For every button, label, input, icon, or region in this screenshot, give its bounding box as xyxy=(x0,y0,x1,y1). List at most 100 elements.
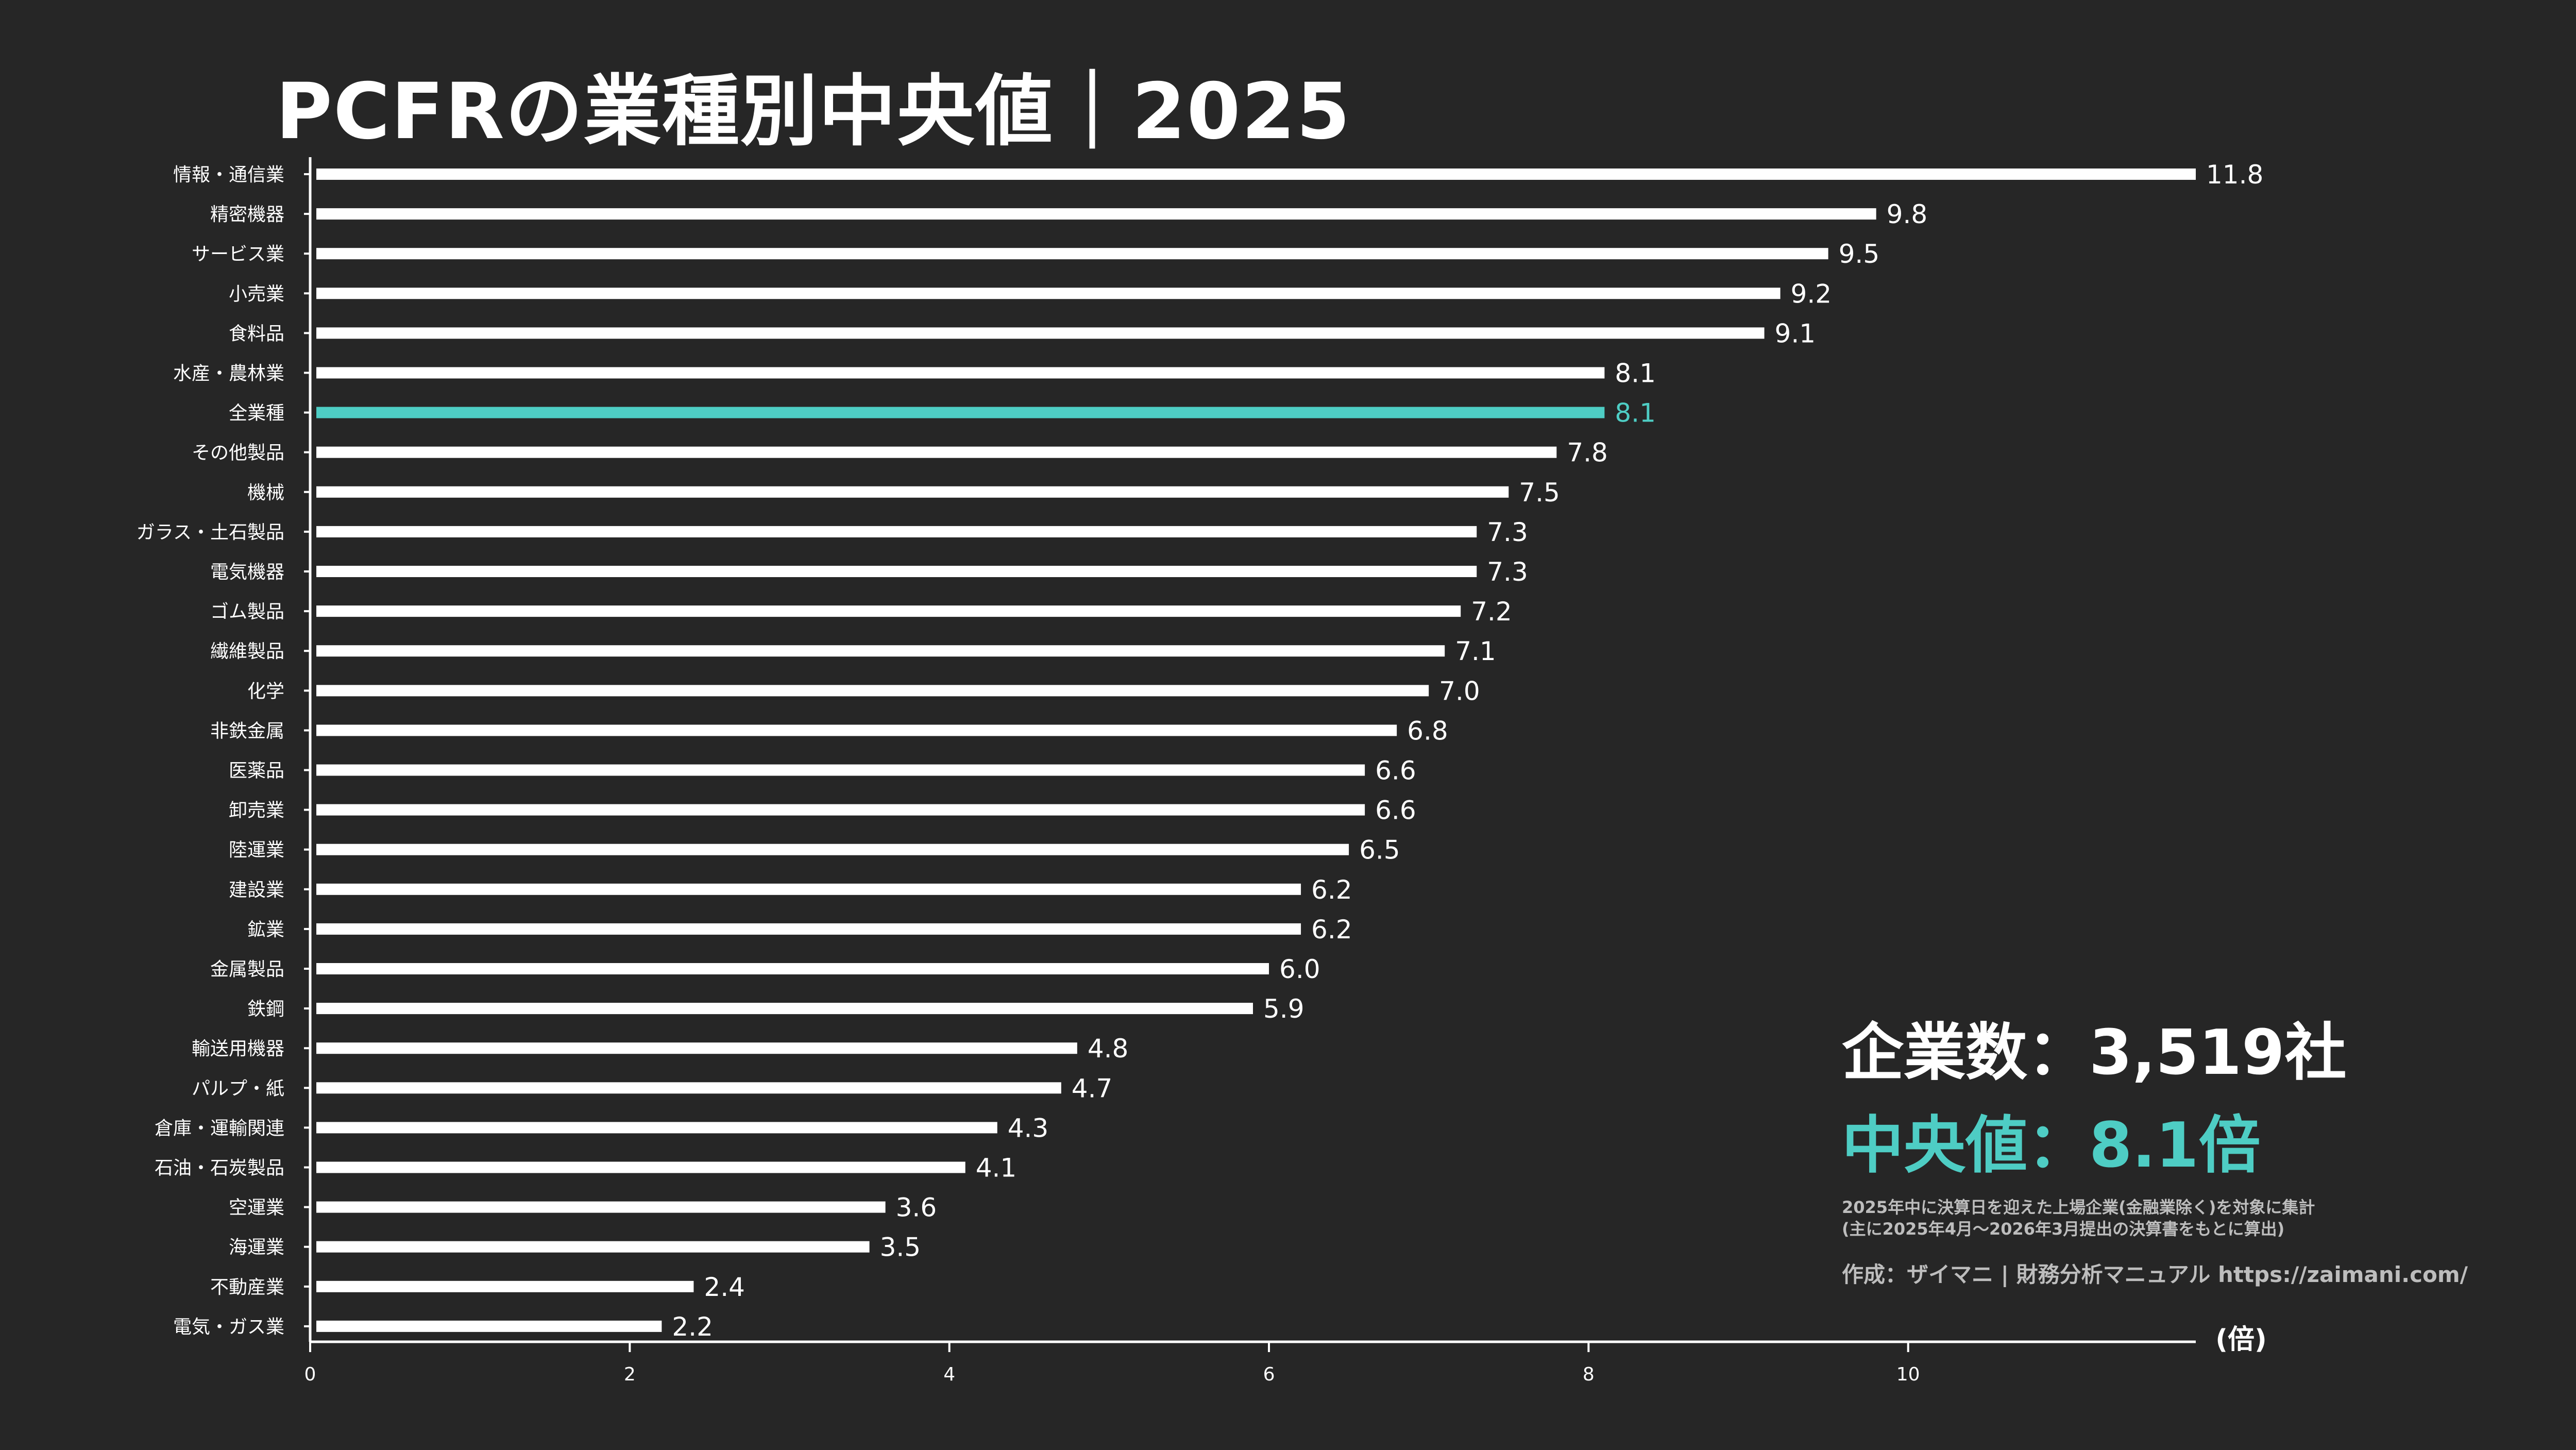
category-label: 海運業 xyxy=(229,1237,284,1258)
category-label: 医薬品 xyxy=(229,761,284,782)
value-label: 11.8 xyxy=(2206,160,2263,190)
value-label: 9.2 xyxy=(1791,279,1832,309)
value-label: 7.8 xyxy=(1567,438,1608,468)
value-label: 2.2 xyxy=(672,1312,713,1342)
company-count: 企業数：3,519社 xyxy=(1842,1017,2347,1089)
bar xyxy=(316,923,1301,935)
category-label: 情報・通信業 xyxy=(173,164,284,186)
category-label: 倉庫・運輸関連 xyxy=(155,1118,284,1139)
category-label: 食料品 xyxy=(229,323,284,344)
bar xyxy=(316,367,1605,379)
category-label: 建設業 xyxy=(229,880,284,901)
bar xyxy=(316,1003,1253,1015)
category-label: パルプ・紙 xyxy=(192,1078,284,1099)
category-label: 輸送用機器 xyxy=(192,1038,284,1059)
bar xyxy=(316,1201,886,1213)
value-label: 3.6 xyxy=(896,1193,937,1223)
category-label: 鉄鋼 xyxy=(247,999,284,1020)
bar xyxy=(316,645,1445,657)
bar xyxy=(316,248,1828,260)
category-label: 全業種 xyxy=(229,403,284,424)
value-label: 6.5 xyxy=(1359,835,1400,865)
value-label: 7.5 xyxy=(1519,478,1560,508)
bar xyxy=(316,288,1781,299)
value-label: 6.6 xyxy=(1375,756,1416,786)
value-label: 7.3 xyxy=(1487,517,1528,547)
bar xyxy=(316,486,1509,498)
category-label: 石油・石炭製品 xyxy=(155,1158,284,1179)
x-tick-label: 6 xyxy=(1263,1364,1275,1385)
value-label: 9.5 xyxy=(1839,239,1880,269)
bar xyxy=(316,883,1301,895)
note-line: 2025年中に決算日を迎えた上場企業(金融業除く)を対象に集計 xyxy=(1842,1198,2315,1217)
value-label: 4.8 xyxy=(1088,1034,1129,1064)
value-label: 6.2 xyxy=(1311,915,1352,945)
bars-layer: 情報・通信業 11.8 精密機器 9.8 サービス業 9.5 小売業 9.2 食料品 9.1 水産・… xyxy=(137,160,2264,1342)
unit-label: (倍) xyxy=(2215,1324,2267,1355)
value-label: 6.0 xyxy=(1279,954,1320,984)
category-label: 陸運業 xyxy=(229,840,284,861)
category-label: 電気・ガス業 xyxy=(173,1317,284,1338)
x-tick-label: 0 xyxy=(304,1364,316,1385)
category-label: 金属製品 xyxy=(210,959,284,980)
value-label: 8.1 xyxy=(1615,359,1656,389)
value-label: 4.7 xyxy=(1072,1073,1113,1103)
category-label: 空運業 xyxy=(229,1198,284,1219)
bar xyxy=(316,566,1477,577)
category-label: 卸売業 xyxy=(229,800,284,821)
value-label: 9.1 xyxy=(1775,318,1816,348)
value-label: 2.4 xyxy=(704,1272,745,1302)
value-label: 4.3 xyxy=(1008,1113,1049,1143)
x-tick-label: 10 xyxy=(1896,1364,1920,1385)
category-label: 不動産業 xyxy=(210,1277,284,1298)
note-line: (主に2025年4月〜2026年3月提出の決算書をもとに算出) xyxy=(1842,1219,2285,1239)
bar xyxy=(316,724,1397,736)
credit-line: 作成：ザイマニ | 財務分析マニュアル https://zaimani.com/ xyxy=(1842,1262,2468,1287)
value-label: 8.1 xyxy=(1615,398,1656,428)
category-label: ゴム製品 xyxy=(210,601,284,622)
x-tick-label: 2 xyxy=(624,1364,636,1385)
x-tick-label: 8 xyxy=(1583,1364,1595,1385)
x-tick-label: 4 xyxy=(943,1364,955,1385)
value-label: 7.3 xyxy=(1487,557,1528,587)
bar xyxy=(316,1082,1061,1094)
x-axis: 0 2 4 6 8 10 xyxy=(304,157,2196,1385)
bar xyxy=(316,208,1876,220)
category-label: ガラス・土石製品 xyxy=(137,522,284,543)
category-label: 小売業 xyxy=(229,283,284,305)
bar xyxy=(316,526,1477,537)
category-label: 鉱業 xyxy=(247,919,284,940)
category-label: 電気機器 xyxy=(210,562,284,583)
value-label: 3.5 xyxy=(880,1233,921,1262)
bar xyxy=(316,963,1269,974)
value-label: 7.2 xyxy=(1471,597,1512,627)
bar-highlight xyxy=(316,407,1605,418)
bar xyxy=(316,1042,1077,1054)
value-label: 5.9 xyxy=(1263,994,1304,1024)
bar xyxy=(316,764,1365,776)
category-label: 繊維製品 xyxy=(210,641,284,662)
category-label: サービス業 xyxy=(192,244,284,265)
bar xyxy=(316,446,1557,458)
value-label: 7.1 xyxy=(1455,636,1496,666)
value-label: 6.2 xyxy=(1311,875,1352,905)
bar xyxy=(316,1280,694,1292)
category-label: 機械 xyxy=(247,482,284,503)
category-label: 非鉄金属 xyxy=(210,720,284,741)
value-label: 6.8 xyxy=(1407,716,1448,746)
bar xyxy=(316,1161,965,1173)
bar xyxy=(316,168,2196,180)
category-label: 水産・農林業 xyxy=(173,363,284,384)
bar xyxy=(316,1241,870,1253)
value-label: 4.1 xyxy=(976,1153,1017,1183)
chart-title: PCFRの業種別中央値｜2025 xyxy=(276,67,1351,157)
value-label: 7.0 xyxy=(1439,676,1480,706)
category-label: 化学 xyxy=(247,681,284,702)
bar xyxy=(316,804,1365,816)
value-label: 6.6 xyxy=(1375,796,1416,825)
category-label: 精密機器 xyxy=(210,204,284,225)
bar xyxy=(316,605,1461,617)
bar xyxy=(316,1320,662,1332)
median-summary: 中央値：8.1倍 xyxy=(1842,1110,2261,1182)
